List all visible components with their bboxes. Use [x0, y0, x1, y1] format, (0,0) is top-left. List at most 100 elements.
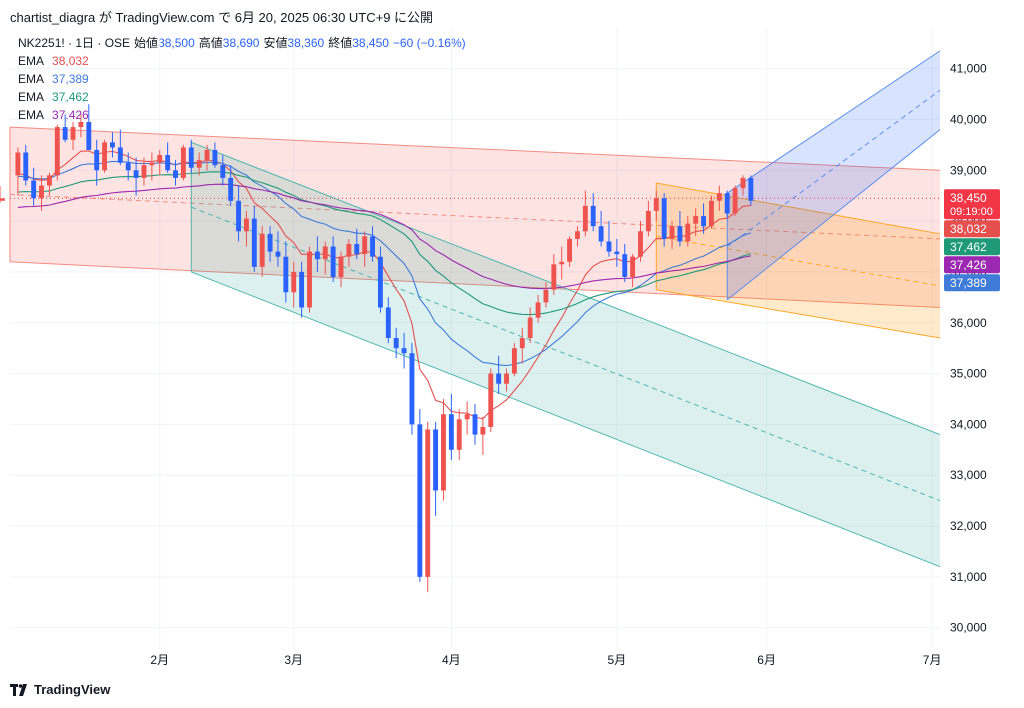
publish-header: chartist_diagra が TradingView.com で 6月 2… — [10, 10, 434, 25]
ema-row-2[interactable]: EMA 37,389 — [18, 70, 466, 88]
high-value: 38,690 — [222, 36, 260, 50]
price-chart[interactable]: 30,000 31,000 32,000 33,000 34,000 35,000 36,0… — [0, 0, 1024, 680]
low-value: 38,360 — [287, 36, 325, 50]
price-axis[interactable]: 30,000 31,000 32,000 33,000 34,000 35,000 36,0… — [950, 62, 987, 635]
x-tick-label: 6月 — [757, 653, 776, 667]
candle — [94, 149, 100, 171]
candle — [180, 147, 186, 178]
ema-row-1[interactable]: EMA 38,032 — [18, 52, 466, 70]
candle — [590, 205, 596, 227]
open-value: 38,500 — [158, 36, 195, 50]
candle — [338, 256, 344, 278]
tradingview-logo-icon — [10, 683, 27, 696]
footer-brand: TradingView — [10, 682, 110, 697]
channel-red-upper — [9, 126, 941, 171]
candle — [228, 177, 234, 201]
price-label: 37,426 — [950, 258, 987, 272]
channel-green-upper — [191, 141, 941, 436]
candle — [385, 307, 391, 338]
channel-red-mid — [9, 193, 941, 240]
candle — [622, 254, 628, 278]
candle — [62, 127, 68, 140]
ema-line-4 — [17, 183, 751, 290]
candle — [724, 193, 730, 214]
price-label-box — [944, 274, 1000, 292]
channels — [9, 50, 941, 568]
close-label: 終値 — [328, 36, 353, 50]
ema-line-3 — [17, 171, 751, 316]
ema-row-3[interactable]: EMA 37,462 — [18, 88, 466, 106]
candle — [393, 338, 399, 349]
candle — [433, 429, 439, 491]
channel-red-fill — [10, 127, 940, 308]
x-tick-label: 4月 — [442, 653, 461, 667]
candle — [377, 256, 383, 308]
candle — [417, 424, 423, 577]
time-axis[interactable]: 2月 3月 4月 5月 6月 7月 — [150, 653, 941, 667]
price-label-time: 09:19:00 — [950, 206, 993, 218]
candle — [614, 251, 620, 255]
candle — [732, 188, 738, 214]
price-label-box — [944, 238, 1000, 256]
ema-line-2 — [17, 160, 752, 367]
candle — [173, 170, 178, 178]
price-label: 37,389 — [950, 276, 987, 290]
candle — [582, 205, 588, 232]
candle — [527, 317, 533, 338]
change-value: −60 (−0.16%) — [392, 36, 466, 50]
grid — [10, 28, 940, 648]
candle — [188, 147, 194, 168]
candle — [346, 243, 352, 257]
candle — [425, 429, 431, 577]
candle — [496, 373, 502, 384]
candle — [464, 414, 470, 420]
open-label: 始値 — [134, 36, 159, 50]
candle — [220, 165, 226, 178]
high-label: 高値 — [198, 36, 223, 50]
candle — [519, 338, 525, 349]
ema-line-1 — [17, 150, 751, 420]
ema-row-4[interactable]: EMA 37,426 — [18, 106, 466, 124]
candle — [693, 216, 699, 224]
candle — [322, 246, 328, 260]
candle — [212, 149, 218, 166]
y-tick-label: 34,000 — [950, 417, 987, 431]
candle — [567, 238, 573, 262]
channel-orange-upper — [656, 182, 941, 235]
ema-label: EMA — [18, 90, 45, 104]
y-tick-label: 33,000 — [950, 468, 987, 482]
candle — [196, 160, 202, 168]
candle — [267, 233, 273, 252]
candle — [275, 251, 281, 257]
candle — [283, 256, 289, 293]
y-tick-label: 31,000 — [950, 570, 987, 584]
candle — [15, 152, 21, 176]
candle — [39, 185, 44, 199]
candle — [117, 147, 123, 163]
channel-green-lower — [191, 271, 941, 568]
symbol-label[interactable]: NK2251! · 1日 · OSE — [18, 36, 131, 50]
channel-orange-mid — [656, 235, 941, 287]
candle — [740, 177, 746, 189]
candle — [456, 419, 462, 450]
candle — [661, 198, 667, 239]
candle — [165, 155, 171, 171]
candle — [46, 175, 52, 186]
candle — [535, 302, 541, 318]
candle — [141, 165, 147, 178]
candle — [314, 251, 320, 260]
channel-blue-fill — [727, 50, 940, 300]
candle — [86, 122, 92, 150]
candle — [677, 226, 683, 242]
candle — [441, 414, 446, 491]
channel-green-fill — [191, 142, 940, 567]
x-tick-label: 5月 — [608, 653, 627, 667]
y-tick-label: 39,000 — [950, 163, 987, 177]
candle — [31, 180, 37, 199]
x-tick-label: 3月 — [284, 653, 303, 667]
y-tick-label: 35,000 — [950, 367, 987, 381]
candle — [669, 226, 675, 239]
candle — [157, 155, 163, 163]
channel-orange-lower — [656, 289, 941, 339]
